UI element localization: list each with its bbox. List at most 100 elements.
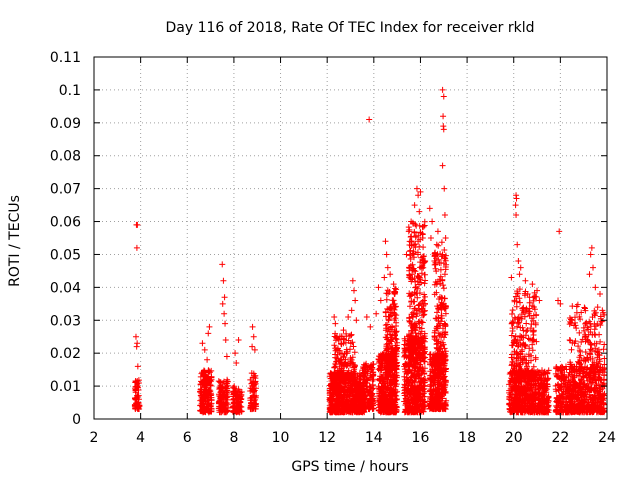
roti-point: [205, 330, 212, 337]
roti-point: [419, 235, 426, 241]
x-tick-label: 20: [505, 430, 523, 446]
roti-point: [514, 241, 521, 248]
y-tick-label: 0.02: [50, 346, 81, 362]
roti-point: [512, 202, 519, 209]
roti-point: [382, 238, 389, 245]
roti-point: [381, 274, 388, 281]
roti-point: [383, 251, 390, 258]
roti-point: [417, 188, 424, 195]
roti-point: [403, 251, 410, 258]
roti-point: [442, 235, 449, 241]
roti-point-cloud: [131, 218, 608, 416]
x-tick-label: 8: [229, 430, 238, 446]
roti-point: [353, 317, 360, 324]
roti-point: [391, 290, 398, 297]
roti-point: [405, 228, 412, 235]
roti-point: [429, 218, 436, 225]
roti-point: [422, 258, 429, 265]
roti-point: [367, 323, 374, 330]
roti-point: [332, 320, 339, 327]
roti-point: [440, 93, 447, 100]
roti-point: [434, 228, 441, 235]
x-tick-label: 18: [458, 430, 476, 446]
roti-point: [408, 218, 415, 225]
x-tick-label: 12: [318, 430, 336, 446]
roti-point: [363, 313, 370, 320]
roti-point: [220, 277, 227, 284]
roti-point: [431, 258, 438, 265]
roti-point: [373, 310, 380, 317]
roti-point: [222, 320, 229, 327]
roti-point: [201, 346, 208, 353]
roti-point: [587, 251, 594, 258]
y-tick-label: 0.1: [59, 83, 81, 99]
roti-point: [440, 126, 447, 133]
y-tick-label: 0.06: [50, 215, 81, 231]
roti-point: [441, 211, 448, 218]
roti-point: [222, 337, 229, 344]
roti-point: [440, 113, 447, 120]
roti-point: [390, 281, 397, 288]
roti-point: [599, 307, 606, 314]
roti-point: [134, 363, 141, 370]
roti-point: [592, 284, 599, 291]
roti-point: [427, 235, 434, 241]
roti-point: [416, 208, 423, 215]
x-tick-label: 10: [272, 430, 290, 446]
roti-point: [348, 307, 355, 314]
y-axis-title: ROTI / TECUs: [7, 195, 23, 287]
roti-point: [413, 185, 420, 192]
roti-point: [508, 274, 515, 281]
roti-point: [249, 343, 256, 350]
roti-point: [133, 244, 140, 251]
roti-point: [232, 350, 239, 357]
roti-point: [375, 284, 382, 291]
roti-point: [134, 221, 141, 228]
roti-point: [411, 202, 418, 209]
roti-point: [513, 195, 520, 202]
x-tick-labels: 2 4 6 8 10 12 14 16 18 20 22 24: [90, 430, 616, 446]
y-tick-label: 0.04: [50, 280, 81, 296]
roti-point: [426, 205, 433, 212]
roti-point: [366, 116, 373, 123]
y-tick-label: 0.03: [50, 313, 81, 329]
roti-point: [415, 192, 422, 199]
roti-point: [199, 340, 206, 347]
roti-point: [377, 297, 384, 304]
y-tick-label: 0: [72, 412, 81, 428]
roti-point: [331, 313, 338, 320]
roti-point: [219, 300, 226, 307]
plot-frame: [93, 56, 608, 420]
roti-point: [352, 297, 359, 304]
y-tick-label: 0.08: [50, 149, 81, 165]
roti-point: [206, 323, 213, 330]
roti-point: [534, 287, 541, 294]
roti-point: [529, 281, 536, 288]
roti-point: [594, 304, 601, 311]
x-tick-label: 2: [90, 430, 99, 446]
roti-point: [250, 333, 257, 340]
roti-point: [515, 258, 522, 265]
roti-point: [522, 277, 529, 284]
roti-point: [345, 313, 352, 320]
roti-point: [133, 343, 140, 350]
x-tick-label: 16: [412, 430, 430, 446]
roti-point: [555, 297, 562, 304]
roti-point: [335, 337, 342, 344]
roti-point: [433, 241, 440, 248]
roti-point: [524, 290, 531, 297]
roti-point: [513, 211, 520, 218]
roti-point: [586, 271, 593, 278]
roti-point: [221, 310, 228, 317]
roti-point: [204, 356, 211, 363]
roti-point: [235, 337, 242, 344]
roti-point: [350, 287, 357, 294]
roti-point: [556, 228, 563, 235]
roti-point: [219, 261, 226, 268]
roti-point: [384, 264, 391, 271]
roti-point: [569, 317, 576, 324]
x-tick-label: 14: [365, 430, 383, 446]
roti-point: [583, 320, 590, 327]
roti-point: [340, 327, 347, 334]
